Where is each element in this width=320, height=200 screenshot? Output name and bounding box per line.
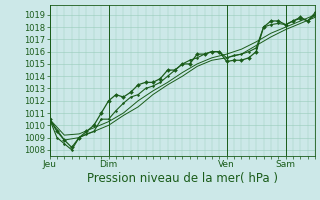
X-axis label: Pression niveau de la mer( hPa ): Pression niveau de la mer( hPa ) bbox=[87, 172, 278, 185]
